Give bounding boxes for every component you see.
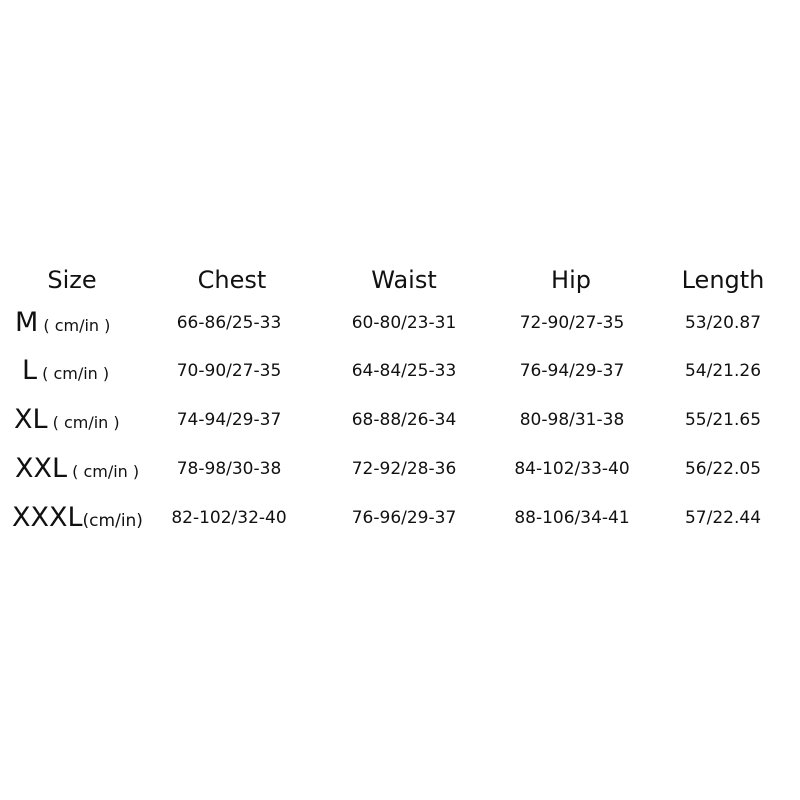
table-row: XXXL(cm/in) 82-102/32-40 76-96/29-37 88-… [0,498,800,538]
header-length: Length [681,266,765,294]
header-size: Size [47,266,97,294]
chest-value: 66-86/25-33 [176,313,282,333]
waist-value: 64-84/25-33 [351,361,457,381]
table-row: L ( cm/in ) 70-90/27-35 64-84/25-33 76-9… [0,351,800,391]
table-row: M ( cm/in ) 66-86/25-33 60-80/23-31 72-9… [0,303,800,343]
hip-value: 80-98/31-38 [519,410,625,430]
size-label: XXL ( cm/in ) [15,453,140,484]
hip-value: 76-94/29-37 [519,361,625,381]
waist-value: 76-96/29-37 [351,508,457,528]
waist-value: 60-80/23-31 [351,313,457,333]
length-value: 54/21.26 [684,361,762,381]
length-value: 57/22.44 [684,508,762,528]
chest-value: 82-102/32-40 [171,508,287,528]
header-hip: Hip [551,266,591,294]
table-row: XXL ( cm/in ) 78-98/30-38 72-92/28-36 84… [0,449,800,489]
size-label: XL ( cm/in ) [14,404,120,435]
size-label: XXXL(cm/in) [12,502,143,533]
chest-value: 74-94/29-37 [176,410,282,430]
size-label: L ( cm/in ) [22,355,110,386]
length-value: 56/22.05 [684,459,762,479]
size-label: M ( cm/in ) [15,307,111,338]
hip-value: 72-90/27-35 [519,313,625,333]
length-value: 55/21.65 [684,410,762,430]
chest-value: 70-90/27-35 [176,361,282,381]
table-row: XL ( cm/in ) 74-94/29-37 68-88/26-34 80-… [0,400,800,440]
chest-value: 78-98/30-38 [176,459,282,479]
waist-value: 72-92/28-36 [351,459,457,479]
hip-value: 84-102/33-40 [514,459,630,479]
hip-value: 88-106/34-41 [514,508,630,528]
length-value: 53/20.87 [684,313,762,333]
header-waist: Waist [371,266,437,294]
waist-value: 68-88/26-34 [351,410,457,430]
header-chest: Chest [197,266,267,294]
